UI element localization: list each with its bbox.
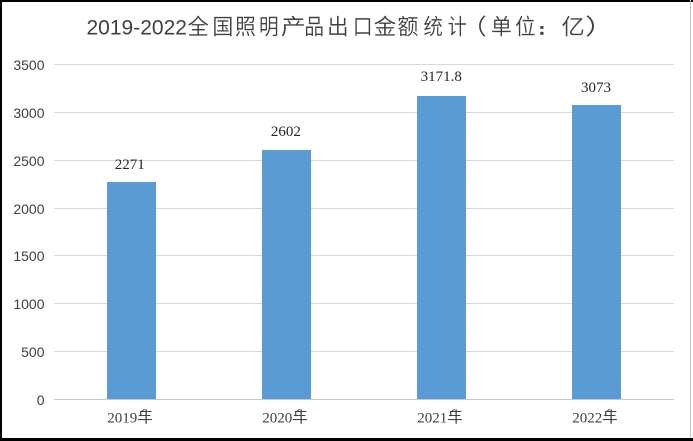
svg-text:2020: 2020 (262, 411, 292, 427)
svg-text:2019: 2019 (107, 411, 137, 427)
svg-text:2019-2022: 2019-2022 (87, 17, 187, 40)
svg-text:2021: 2021 (417, 411, 447, 427)
svg-text:2022: 2022 (572, 411, 602, 427)
